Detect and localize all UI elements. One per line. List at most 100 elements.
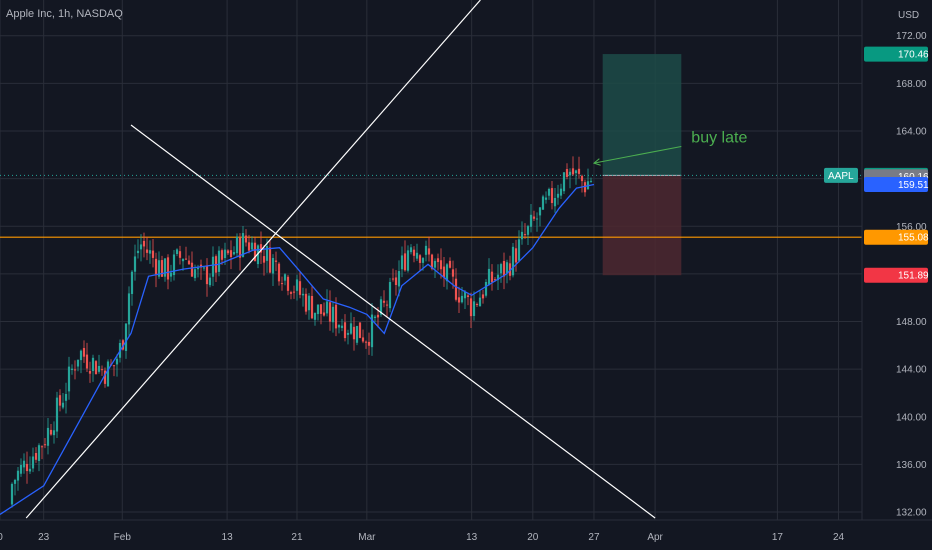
moving-average-line (0, 183, 595, 515)
candle-body (130, 271, 134, 294)
trendlines[interactable] (25, 0, 656, 519)
x-tick-label: 13 (466, 532, 478, 543)
x-tick-label: 13 (222, 532, 234, 543)
candle-body (391, 278, 395, 280)
candle-body (520, 231, 524, 240)
x-tick-label: 17 (772, 532, 784, 543)
candle-body (97, 365, 101, 372)
candle-body (517, 239, 521, 261)
candle-body (316, 304, 320, 315)
price-tag-box (864, 176, 928, 192)
candle-body (319, 304, 323, 314)
candle-body (529, 214, 533, 227)
x-tick-label: 0 (0, 532, 3, 543)
price-tag-label: 170.46 (898, 50, 929, 61)
candle-body (94, 361, 98, 375)
candle-body (424, 245, 428, 255)
price-tag-label: 151.89 (898, 271, 929, 282)
candle-body (178, 251, 182, 258)
candle-body (448, 260, 452, 268)
candle-body (259, 244, 263, 253)
annotation[interactable]: buy late (592, 129, 747, 166)
candle-body (235, 236, 239, 254)
candle-body (379, 299, 383, 315)
candle-body (208, 277, 212, 286)
position-zones[interactable] (602, 54, 682, 276)
candle-body (409, 247, 413, 253)
time-axis-background (0, 520, 932, 550)
candle-body (577, 168, 581, 174)
candle-body (115, 358, 119, 365)
x-tick-label: Mar (358, 532, 376, 543)
price-tag-box (864, 267, 928, 283)
candle-body (325, 301, 329, 314)
candle-body (352, 326, 356, 340)
candle-body (538, 207, 542, 216)
candle-body (112, 365, 116, 367)
candle-body (481, 294, 485, 299)
candle-body (10, 483, 14, 505)
candle-body (166, 257, 170, 280)
candle-body (139, 244, 143, 250)
candle-body (220, 250, 224, 260)
y-tick-label: 164.00 (896, 126, 927, 137)
candle-body (436, 258, 440, 263)
candle-body (283, 274, 287, 281)
stop-zone[interactable] (602, 175, 682, 276)
candle-body (373, 316, 377, 319)
candle-body (280, 283, 284, 285)
candle-body (337, 325, 341, 328)
candle-body (196, 267, 200, 270)
candle-body (124, 323, 128, 351)
y-tick-label: 172.00 (896, 31, 927, 42)
candle-body (313, 312, 317, 320)
candle-body (343, 322, 347, 339)
candle-body (421, 258, 425, 263)
candle-body (265, 246, 269, 261)
candle-body (478, 297, 482, 307)
candle-body (79, 350, 83, 361)
candle-body (433, 260, 437, 268)
candle-body (253, 242, 257, 262)
y-tick-label: 140.00 (896, 412, 927, 423)
candle-body (238, 237, 242, 258)
candle-body (562, 172, 566, 192)
candle-body (454, 278, 458, 300)
candle-body (85, 354, 89, 369)
trendline[interactable] (130, 124, 656, 519)
y-tick-label: 132.00 (896, 508, 927, 519)
candle-body (550, 188, 554, 204)
candle-body (364, 341, 368, 343)
candle-body (91, 357, 95, 372)
candle-body (148, 250, 152, 254)
candle-body (226, 250, 230, 254)
time-axis[interactable]: 0 23 Feb 13 21 Mar 13 20 27 Apr 17 24 (0, 519, 932, 550)
annotation-arrow[interactable] (593, 145, 682, 164)
candle-body (526, 226, 530, 235)
target-zone[interactable] (602, 54, 682, 176)
candle-body (535, 218, 539, 220)
candle-body (175, 249, 179, 254)
candle-body (37, 445, 41, 461)
candle-body (553, 197, 557, 207)
candle-body (136, 250, 140, 254)
candle-body (58, 395, 62, 406)
candle-body (466, 295, 470, 298)
candle-body (523, 234, 527, 236)
candle-body (457, 297, 461, 303)
candle-body (256, 245, 260, 265)
candle-body (442, 266, 446, 278)
candle-body (142, 240, 146, 247)
trendline[interactable] (25, 0, 481, 519)
candle-body (472, 301, 476, 317)
candle-body (190, 262, 194, 277)
candle-body (583, 182, 587, 193)
candle-body (328, 302, 332, 322)
candle-body (127, 293, 131, 325)
candle-body (388, 281, 392, 309)
candle-body (205, 265, 209, 285)
candle-body (571, 168, 575, 175)
